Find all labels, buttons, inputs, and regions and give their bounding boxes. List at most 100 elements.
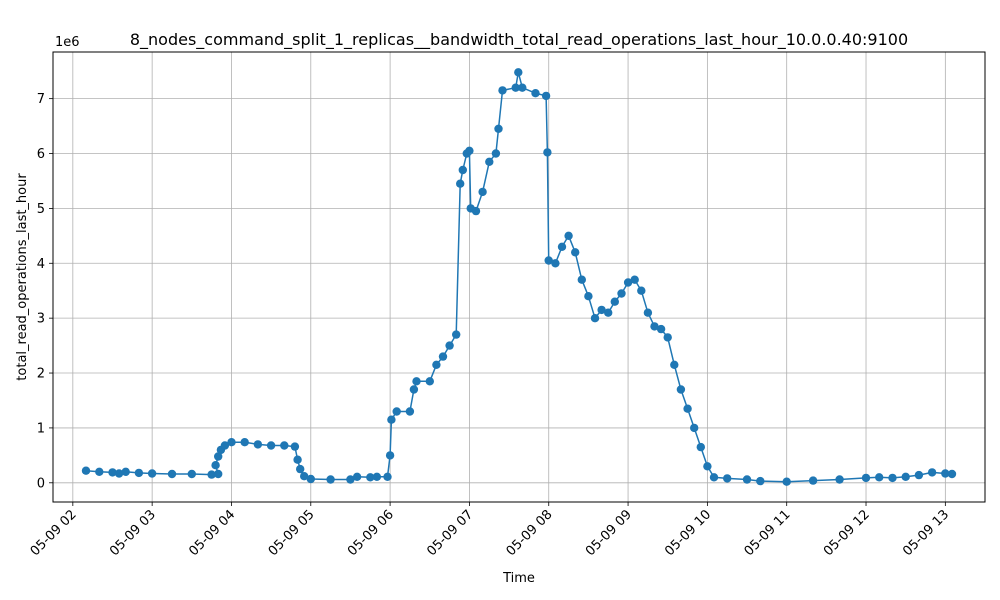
data-point — [211, 461, 220, 470]
x-tick-label: 05-09 11 — [742, 507, 794, 559]
data-point — [577, 275, 586, 284]
data-point — [214, 469, 223, 479]
data-point — [511, 83, 520, 92]
data-point — [253, 440, 263, 449]
data-point — [623, 278, 633, 287]
data-point — [445, 341, 454, 350]
data-point — [498, 86, 507, 95]
data-point — [723, 474, 732, 483]
data-point — [167, 469, 177, 479]
data-point — [425, 377, 434, 386]
data-point — [306, 474, 315, 484]
data-point — [835, 475, 844, 484]
data-point — [432, 360, 441, 369]
data-point — [703, 462, 712, 471]
data-point — [643, 308, 653, 317]
y-tick-label: 4 — [37, 257, 45, 272]
data-point — [782, 477, 791, 486]
data-point — [280, 441, 289, 450]
x-tick-label: 05-09 08 — [504, 507, 556, 559]
data-point — [617, 289, 626, 298]
data-point — [266, 441, 276, 450]
series-line — [85, 71, 953, 483]
data-point — [531, 89, 540, 98]
data-point — [683, 404, 692, 413]
data-point — [551, 259, 560, 268]
data-point — [637, 286, 646, 295]
data-point — [326, 475, 335, 484]
data-point — [650, 322, 659, 331]
y-tick-label: 7 — [37, 92, 45, 107]
data-point — [571, 248, 580, 257]
data-point — [494, 124, 503, 133]
data-point — [352, 472, 362, 481]
data-point — [557, 242, 567, 251]
data-point — [438, 352, 448, 361]
data-point — [383, 472, 392, 481]
data-point — [941, 469, 950, 478]
data-point — [385, 451, 395, 460]
x-tick-label: 05-09 03 — [107, 507, 159, 559]
data-point — [756, 476, 765, 486]
data-point — [290, 442, 300, 451]
data-point — [914, 470, 924, 480]
x-tick-label: 05-09 12 — [821, 507, 873, 559]
data-point — [227, 438, 236, 447]
data-point — [372, 472, 382, 481]
data-point — [742, 475, 752, 484]
data-point — [405, 407, 415, 416]
data-point — [366, 473, 375, 482]
x-tick-label: 05-09 10 — [662, 507, 714, 559]
data-point — [610, 297, 619, 306]
data-point — [696, 442, 705, 452]
data-point — [663, 333, 672, 342]
data-point — [134, 468, 144, 478]
data-point — [293, 455, 302, 464]
data-point — [485, 157, 494, 166]
data-point — [564, 231, 573, 240]
data-point — [108, 468, 117, 477]
data-point — [491, 149, 501, 158]
data-point — [630, 275, 639, 284]
data-point — [412, 377, 421, 386]
x-tick-label: 05-09 04 — [186, 507, 238, 559]
y-tick-label: 2 — [37, 367, 45, 382]
x-axis-label: Time — [502, 571, 535, 586]
y-tick-label: 5 — [37, 202, 45, 217]
data-point — [597, 305, 606, 315]
data-point — [808, 476, 818, 485]
data-point — [676, 385, 686, 394]
data-point — [584, 292, 593, 301]
data-point — [590, 314, 600, 323]
data-point — [927, 468, 937, 477]
data-point — [214, 452, 223, 461]
data-point — [514, 68, 523, 77]
data-point — [207, 470, 216, 479]
data-point — [478, 187, 487, 197]
data-point — [409, 385, 419, 394]
data-point — [300, 472, 309, 481]
y-axis: 0 1 2 3 4 5 6 7 — [37, 92, 53, 491]
y-tick-label: 6 — [37, 147, 45, 162]
data-point — [541, 91, 551, 101]
data-point — [121, 467, 130, 476]
data-point — [471, 206, 481, 216]
x-tick-label: 05-09 05 — [266, 507, 318, 559]
x-tick-label: 05-09 06 — [345, 507, 397, 559]
data-point — [947, 469, 957, 479]
x-tick-label: 05-09 07 — [424, 507, 476, 559]
data-point — [888, 473, 897, 483]
data-point — [392, 407, 401, 416]
data-point — [81, 466, 91, 475]
plot-area-frame — [52, 51, 986, 503]
data-point — [240, 438, 249, 447]
series-layer — [81, 68, 957, 486]
x-tick-label: 05-09 02 — [28, 507, 80, 559]
data-point — [875, 473, 884, 482]
x-tick-label: 05-09 13 — [900, 507, 952, 559]
data-point — [690, 423, 699, 433]
x-axis: 05-09 02 05-09 03 05-09 04 05-09 05 05-09 06… — [28, 502, 952, 559]
y-tick-label: 0 — [37, 476, 45, 491]
data-point — [861, 473, 871, 483]
